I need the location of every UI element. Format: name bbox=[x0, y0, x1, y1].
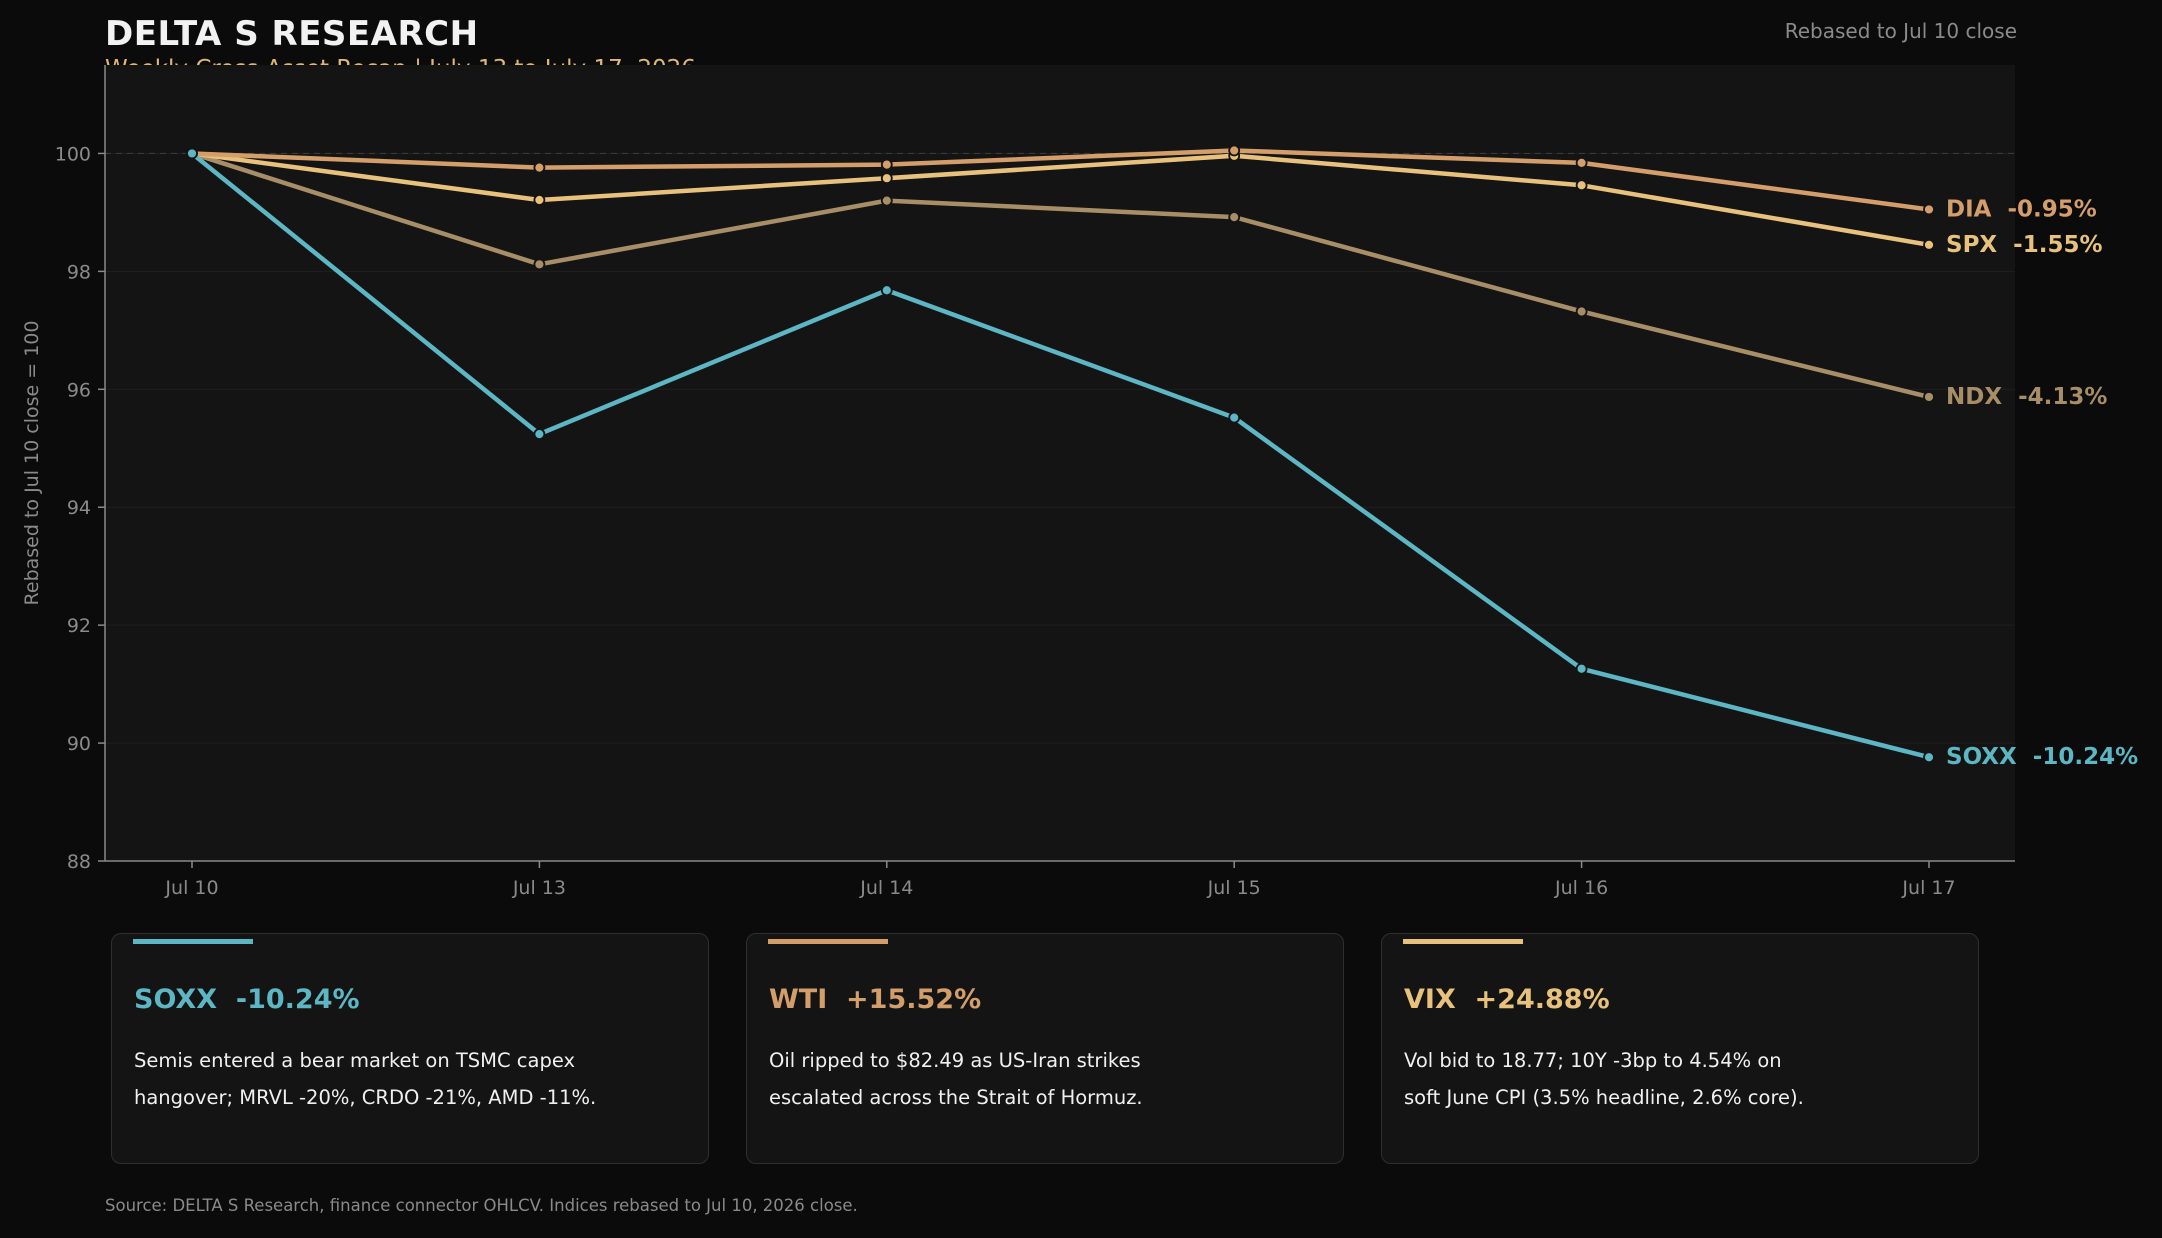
y-tick-label: 98 bbox=[67, 261, 91, 283]
data-point-ndx bbox=[1228, 211, 1241, 224]
x-tick-label: Jul 16 bbox=[1554, 877, 1608, 899]
card-title: WTI +15.52% bbox=[769, 984, 982, 1015]
x-tick-label: Jul 17 bbox=[1901, 877, 1955, 899]
y-tick-label: 94 bbox=[67, 497, 91, 519]
data-point-spx bbox=[1575, 179, 1588, 192]
x-tick-label: Jul 14 bbox=[859, 877, 913, 899]
card-vix: VIX +24.88% Vol bid to 18.77; 10Y -3bp t… bbox=[1381, 933, 1979, 1164]
data-point-soxx bbox=[880, 284, 893, 297]
card-title: VIX +24.88% bbox=[1404, 984, 1610, 1015]
card-accent-bar bbox=[133, 939, 253, 944]
data-point-ndx bbox=[880, 194, 893, 207]
card-line: Vol bid to 18.77; 10Y -3bp to 4.54% on bbox=[1404, 1049, 1782, 1072]
rebase-note: Rebased to Jul 10 close bbox=[1784, 19, 2017, 43]
y-tick-label: 88 bbox=[67, 851, 91, 873]
series-line-dia bbox=[189, 148, 1932, 212]
data-point-dia bbox=[1228, 144, 1241, 157]
data-point-dia bbox=[880, 158, 893, 171]
card-soxx: SOXX -10.24% Semis entered a bear market… bbox=[111, 933, 709, 1164]
card-wti: WTI +15.52% Oil ripped to $82.49 as US-I… bbox=[746, 933, 1344, 1164]
y-tick-label: 100 bbox=[55, 143, 91, 165]
data-point-soxx bbox=[1228, 411, 1241, 424]
card-line: soft June CPI (3.5% headline, 2.6% core)… bbox=[1404, 1086, 1804, 1109]
data-point-soxx bbox=[1923, 751, 1935, 764]
data-point-dia bbox=[533, 161, 546, 174]
card-line: Semis entered a bear market on TSMC cape… bbox=[134, 1049, 576, 1072]
card-line: hangover; MRVL -20%, CRDO -21%, AMD -11%… bbox=[134, 1086, 597, 1109]
card-body: Semis entered a bear market on TSMC cape… bbox=[134, 1042, 674, 1116]
data-point-soxx bbox=[186, 147, 198, 160]
data-point-spx bbox=[1923, 238, 1935, 251]
end-label-spx: SPX -1.55% bbox=[1946, 232, 2103, 258]
card-accent-bar bbox=[1403, 939, 1523, 944]
performance-chart: 88 90 92 94 96 98 100 Jul 10 Jul 13 Jul 14 Jul 15… bbox=[21, 65, 2138, 899]
card-accent-bar bbox=[768, 939, 888, 944]
card-line: Oil ripped to $82.49 as US-Iran strikes bbox=[769, 1049, 1141, 1072]
y-axis-label: Rebased to Jul 10 close = 100 bbox=[21, 321, 43, 606]
card-title: SOXX -10.24% bbox=[134, 984, 360, 1015]
y-tick-label: 90 bbox=[67, 733, 91, 755]
source-note: Source: DELTA S Research, finance connec… bbox=[105, 1196, 858, 1215]
data-point-dia bbox=[1575, 156, 1588, 169]
series-line-spx bbox=[189, 151, 1932, 248]
x-tick-label: Jul 10 bbox=[164, 877, 218, 899]
brand-title: DELTA S RESEARCH bbox=[105, 14, 479, 54]
data-point-ndx bbox=[533, 258, 546, 271]
data-point-ndx bbox=[1923, 391, 1935, 403]
data-point-dia bbox=[1923, 203, 1935, 216]
end-label-dia: DIA -0.95% bbox=[1946, 196, 2097, 222]
y-tick-label: 92 bbox=[67, 615, 91, 637]
x-tick-label: Jul 15 bbox=[1207, 877, 1261, 899]
x-tick-label: Jul 13 bbox=[512, 877, 566, 899]
data-point-soxx bbox=[1575, 662, 1588, 675]
data-point-ndx bbox=[1575, 305, 1588, 318]
series-line-ndx bbox=[189, 151, 1932, 400]
y-tick-label: 96 bbox=[67, 379, 91, 401]
end-label-soxx: SOXX -10.24% bbox=[1946, 744, 2138, 770]
plot-area bbox=[105, 65, 2015, 861]
card-body: Oil ripped to $82.49 as US-Iran strikes … bbox=[769, 1042, 1309, 1116]
card-body: Vol bid to 18.77; 10Y -3bp to 4.54% on s… bbox=[1404, 1042, 1944, 1116]
series-line-soxx bbox=[189, 151, 1932, 760]
end-label-ndx: NDX -4.13% bbox=[1946, 384, 2107, 410]
data-point-spx bbox=[533, 194, 546, 206]
data-point-spx bbox=[880, 172, 893, 185]
card-line: escalated across the Strait of Hormuz. bbox=[769, 1086, 1143, 1109]
data-point-soxx bbox=[533, 428, 546, 441]
